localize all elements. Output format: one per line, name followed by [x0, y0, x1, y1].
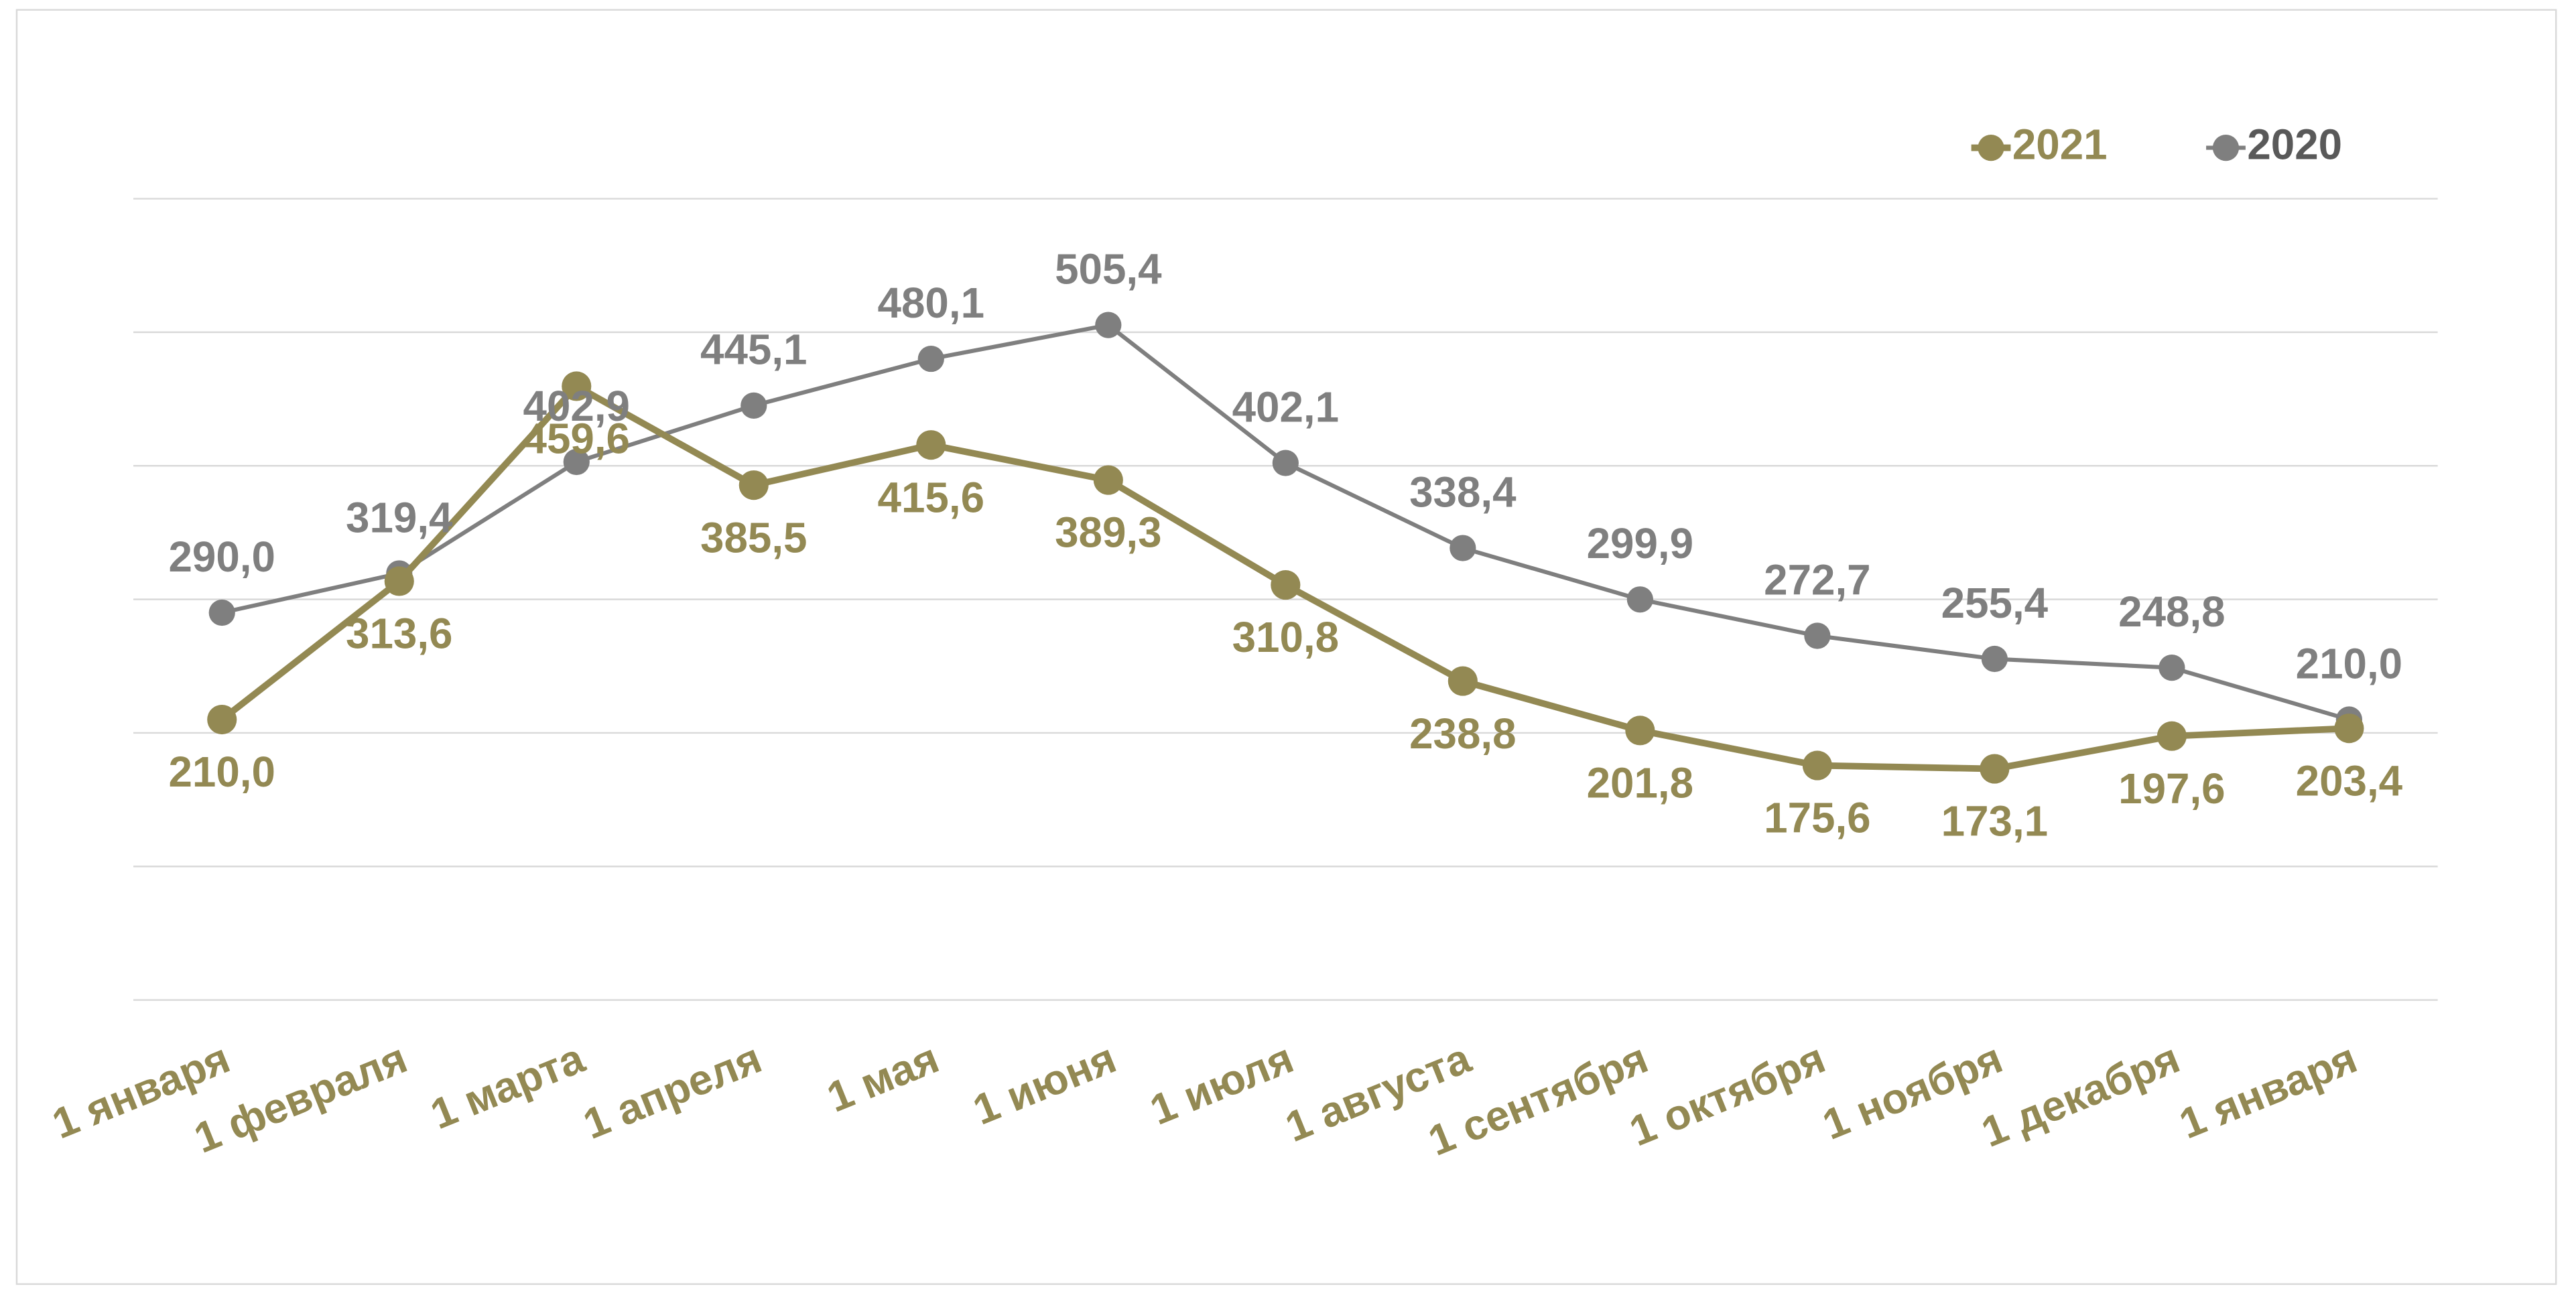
data-point	[1626, 586, 1653, 613]
data-point	[1093, 465, 1123, 495]
data-point	[1450, 535, 1476, 561]
data-point	[1095, 312, 1122, 338]
data-label: 175,6	[1764, 794, 1870, 842]
data-label: 415,6	[878, 473, 984, 521]
data-point	[1981, 645, 2008, 673]
data-label: 210,0	[2296, 639, 2402, 687]
data-label: 173,1	[1941, 797, 2048, 845]
data-label: 210,0	[169, 748, 275, 796]
data-label: 248,8	[2118, 588, 2225, 636]
data-point	[1271, 570, 1301, 600]
data-point	[384, 566, 414, 596]
data-label: 385,5	[700, 513, 807, 561]
data-point	[208, 599, 235, 626]
data-point	[1804, 622, 1831, 649]
legend-label: 2021	[2012, 120, 2108, 168]
data-point	[2156, 721, 2187, 751]
data-label: 459,6	[523, 415, 630, 463]
data-label: 310,8	[1232, 613, 1339, 661]
legend-marker	[1978, 134, 2004, 161]
data-label: 197,6	[2118, 764, 2225, 813]
legend-marker	[2212, 134, 2240, 161]
data-point	[207, 704, 237, 735]
data-point	[562, 371, 592, 401]
legend-label: 2020	[2247, 120, 2342, 168]
data-point	[1980, 754, 2010, 784]
data-point	[738, 470, 769, 500]
data-point	[916, 430, 946, 460]
data-point	[1625, 716, 1655, 746]
chart-frame	[15, 9, 2557, 1285]
data-point	[2334, 714, 2364, 744]
data-label: 299,9	[1587, 519, 1693, 567]
data-label: 402,9	[523, 382, 630, 430]
data-label: 505,4	[1055, 245, 1162, 293]
data-label: 389,3	[1055, 508, 1161, 557]
data-label: 480,1	[878, 279, 984, 327]
data-label: 203,4	[2296, 756, 2403, 805]
data-point	[740, 392, 767, 419]
data-label: 272,7	[1764, 555, 1870, 604]
data-point	[917, 345, 944, 372]
data-label: 255,4	[1941, 579, 2049, 627]
data-label: 338,4	[1409, 468, 1517, 516]
data-label: 445,1	[700, 326, 807, 374]
data-label: 319,4	[346, 493, 453, 541]
data-label: 402,1	[1232, 383, 1339, 431]
data-point	[2159, 655, 2185, 681]
data-label: 313,6	[346, 610, 452, 658]
data-point	[563, 448, 590, 476]
data-label: 290,0	[169, 533, 275, 581]
data-point	[1447, 666, 1478, 696]
data-point	[1802, 750, 1832, 781]
data-point	[1272, 450, 1299, 476]
data-label: 201,8	[1587, 759, 1693, 807]
data-label: 238,8	[1409, 709, 1516, 758]
